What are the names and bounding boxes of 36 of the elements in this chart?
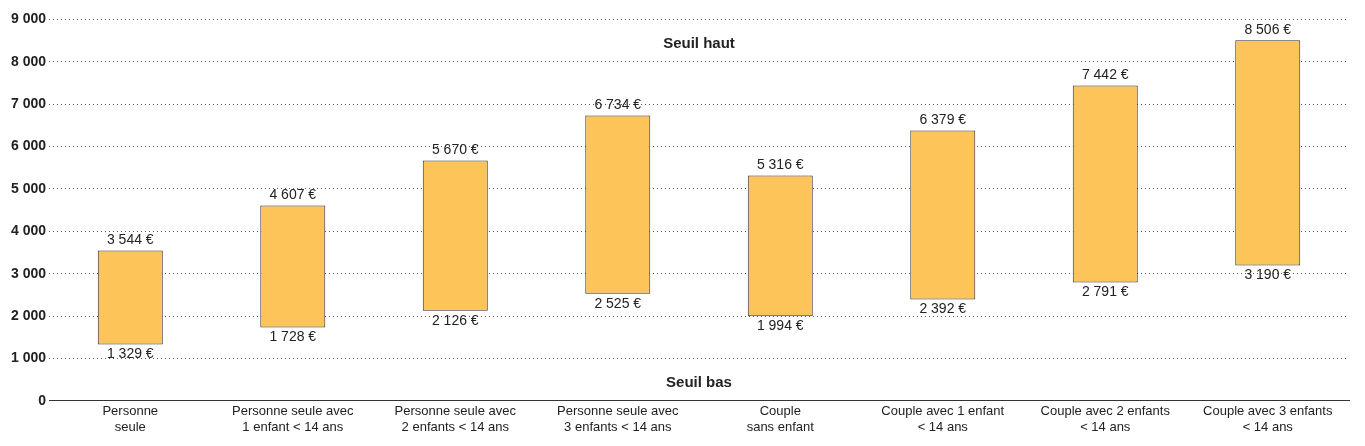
y-tick-label: 5 000 [10,179,47,196]
x-tick-label: Couple avec 3 enfants < 14 ans [1203,403,1333,434]
y-tick-label: 1 000 [10,349,47,366]
annotation: Seuil bas [666,372,732,390]
annotation: 6 734 € [594,96,642,113]
y-tick-label: 6 000 [10,137,47,154]
annotation: 4 607 € [269,186,317,203]
y-tick-label: 0 [38,391,47,408]
annotation: 2 126 € [431,311,479,328]
y-tick-label: 9 000 [10,10,47,27]
x-tick-label: Personne seule avec 2 enfants < 14 ans [394,403,517,434]
y-tick-label: 8 000 [10,52,47,69]
x-tick-label: Personne seule avec 3 enfants < 14 ans [557,403,679,434]
annotation: 1 728 € [269,328,317,345]
annotation: 2 392 € [919,300,967,317]
annotation: Seuil haut [663,33,735,51]
y-tick-label: 4 000 [10,222,47,239]
annotation: 2 525 € [594,294,642,311]
annotation: 5 670 € [431,141,479,158]
x-tick-label: Personne seule [102,403,159,434]
y-tick-label: 7 000 [10,95,47,112]
annotation: 3 544 € [106,231,154,248]
annotation: 1 329 € [106,345,154,362]
annotation: 1 994 € [756,317,804,334]
y-tick-label: 3 000 [10,264,47,281]
x-tick-label: Couple sans enfant [746,403,815,434]
annotation: 2 791 € [1081,283,1129,300]
annotation: 6 379 € [919,111,967,128]
annotation: 8 506 € [1244,21,1292,38]
annotation: 3 190 € [1244,266,1292,283]
x-tick-label: Couple avec 2 enfants < 14 ans [1040,403,1171,434]
x-tick-label: Couple avec 1 enfant < 14 ans [881,403,1005,434]
x-tick-label: Personne seule avec 1 enfant < 14 ans [232,403,354,434]
annotation: 7 442 € [1081,66,1129,83]
y-tick-label: 2 000 [10,306,47,323]
annotation: 5 316 € [756,156,804,173]
